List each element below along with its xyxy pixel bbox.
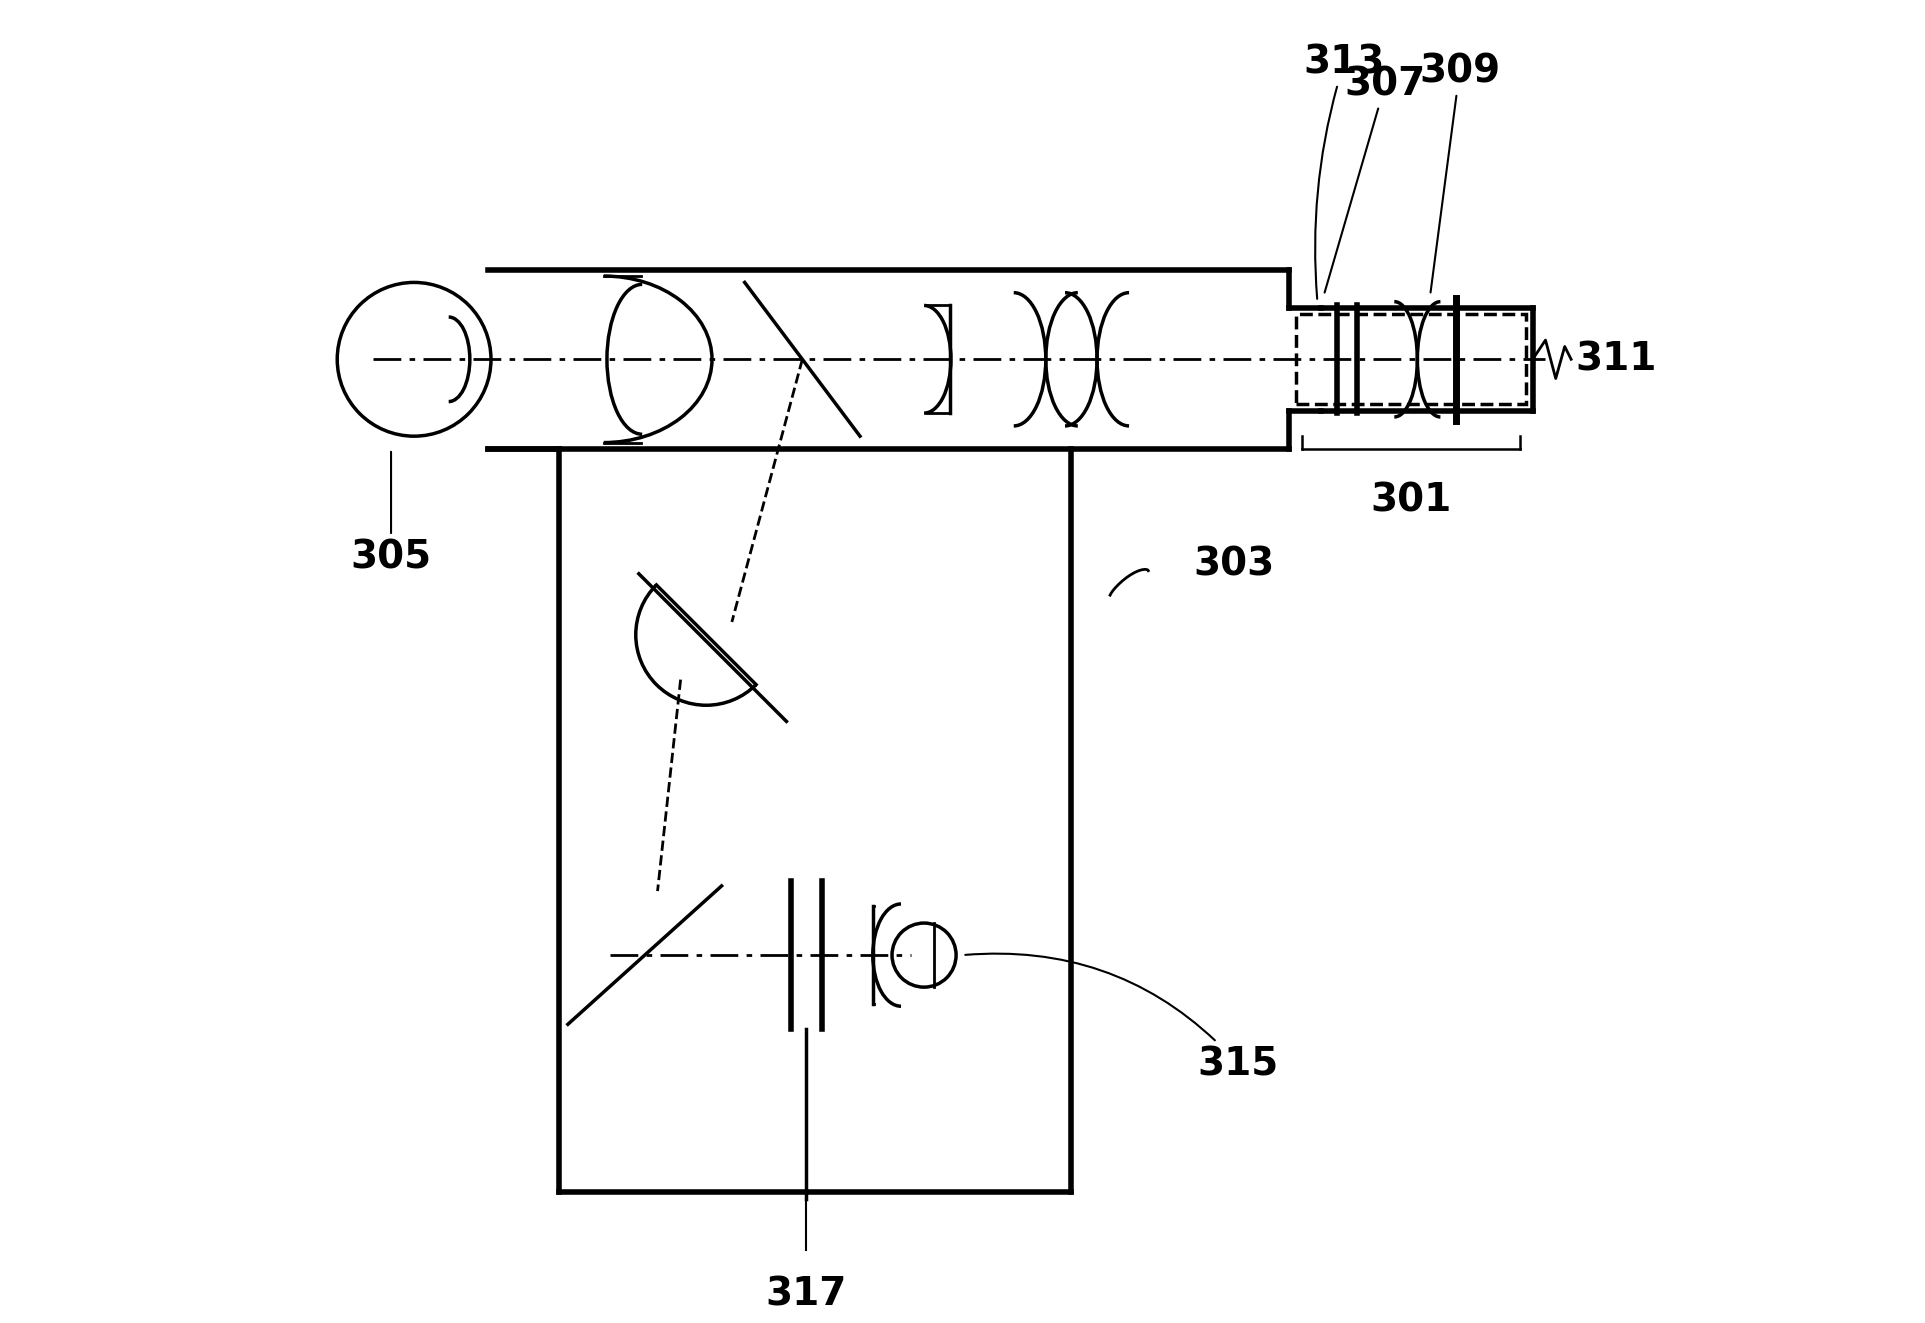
Text: 305: 305 <box>350 451 431 577</box>
Bar <box>1296 315 1527 404</box>
Text: 311: 311 <box>1575 340 1656 378</box>
Text: 307: 307 <box>1324 65 1426 292</box>
Text: 317: 317 <box>766 1275 847 1314</box>
Text: 303: 303 <box>1194 545 1274 583</box>
Text: 309: 309 <box>1419 52 1500 292</box>
Text: 313: 313 <box>1303 44 1384 299</box>
Text: 315: 315 <box>964 954 1278 1084</box>
Text: 301: 301 <box>1371 482 1451 519</box>
